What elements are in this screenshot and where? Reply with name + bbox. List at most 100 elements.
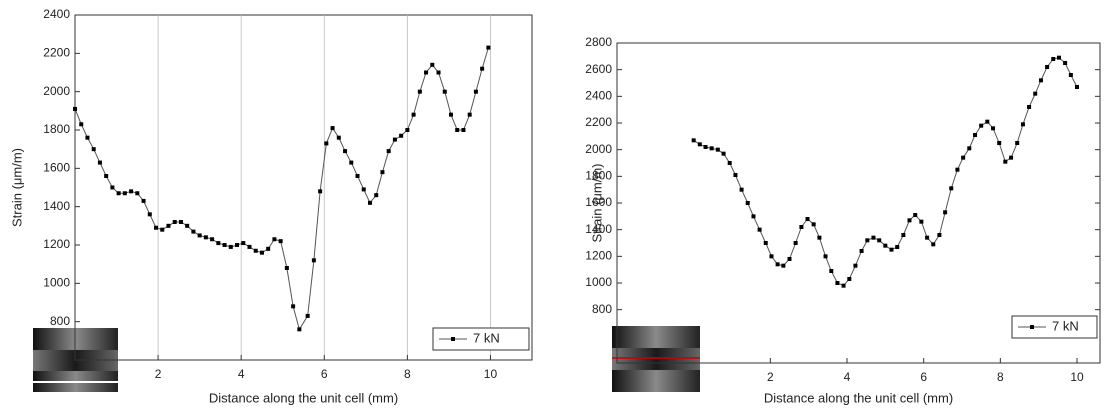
point <box>925 235 930 240</box>
point <box>79 122 84 127</box>
point <box>336 135 341 140</box>
point <box>343 149 348 154</box>
point <box>997 141 1002 145</box>
point <box>715 147 720 152</box>
point <box>330 126 335 131</box>
point <box>222 243 227 247</box>
point <box>210 237 215 242</box>
point <box>324 141 329 146</box>
point <box>727 161 732 165</box>
point <box>411 112 416 117</box>
point <box>442 89 447 94</box>
point <box>203 235 208 240</box>
point <box>405 128 410 132</box>
point <box>91 147 96 152</box>
point <box>436 70 441 75</box>
legend-box <box>432 327 530 351</box>
point <box>973 133 978 137</box>
point <box>455 128 460 132</box>
chart: 2 4 6 8 10 800 1000 1200 1400 1600 1800 2000 2200 240… <box>585 35 1101 405</box>
point <box>859 249 864 253</box>
point <box>889 247 894 252</box>
point <box>1045 65 1050 69</box>
point <box>116 191 121 196</box>
point <box>907 218 912 223</box>
point <box>166 223 171 228</box>
point <box>367 200 372 205</box>
point <box>823 254 828 259</box>
plot-area <box>74 14 533 361</box>
point <box>361 187 366 192</box>
point <box>374 193 379 198</box>
point <box>781 263 786 268</box>
legend-marker <box>1030 325 1034 329</box>
point <box>787 257 792 261</box>
point <box>877 238 882 243</box>
point <box>691 138 696 143</box>
point <box>913 213 918 217</box>
point <box>284 266 289 270</box>
point <box>235 243 240 247</box>
y-axis-title: Strain (μm/m) <box>589 164 604 243</box>
y-tick-label: 2600 <box>585 62 612 76</box>
point <box>919 219 924 224</box>
y-tick-label: 1200 <box>585 249 612 263</box>
point <box>253 248 258 253</box>
point <box>147 212 152 217</box>
point <box>486 45 491 50</box>
point <box>85 135 90 140</box>
point <box>278 239 283 244</box>
point <box>895 245 900 249</box>
y-tick-label: 2400 <box>585 89 612 103</box>
y-tick-label: 1800 <box>585 169 612 183</box>
point <box>733 173 738 177</box>
point <box>1068 73 1073 77</box>
y-tick-label: 2400 <box>43 7 70 21</box>
point <box>97 160 102 165</box>
y-axis-title: Strain (μm/m) <box>9 148 24 227</box>
plot-area <box>616 42 1101 364</box>
y-tick-label: 1200 <box>43 237 70 251</box>
point <box>73 106 77 111</box>
x-tick-label: 6 <box>321 367 328 381</box>
point <box>311 258 316 263</box>
x-axis-title: Distance along the unit cell (mm) <box>764 390 953 405</box>
point <box>871 235 876 240</box>
x-axis-title: Distance along the unit cell (mm) <box>209 390 398 405</box>
y-tick-label: 2200 <box>585 115 612 129</box>
series-line <box>74 47 489 331</box>
point <box>937 233 942 237</box>
point <box>1051 57 1056 61</box>
point <box>901 233 906 237</box>
point <box>1027 105 1032 109</box>
point <box>216 241 221 246</box>
point <box>739 187 744 192</box>
legend-box <box>1011 315 1098 339</box>
y-tick-label: 2000 <box>43 84 70 98</box>
point <box>961 155 966 160</box>
inset-image-right <box>612 326 700 392</box>
x-tick-label: 6 <box>920 370 927 384</box>
y-tick-label: 1800 <box>43 122 70 136</box>
y-tick-label: 2200 <box>43 46 70 60</box>
point <box>865 238 870 243</box>
point <box>380 170 385 175</box>
y-tick-label: 1400 <box>585 222 612 236</box>
point <box>709 146 714 151</box>
inset-image-left <box>33 328 118 392</box>
y-tick-label: 1000 <box>43 276 70 290</box>
point <box>775 262 780 267</box>
x-tick-label: 8 <box>404 367 411 381</box>
point <box>793 241 798 245</box>
x-tick-label: 2 <box>155 367 162 381</box>
x-tick-label: 8 <box>997 370 1004 384</box>
legend-marker <box>451 337 455 341</box>
y-tick-label: 1600 <box>43 161 70 175</box>
point <box>985 119 990 124</box>
point <box>745 201 750 205</box>
y-tick-label: 1600 <box>585 195 612 209</box>
point <box>228 244 233 249</box>
point <box>417 89 422 94</box>
legend: 7 kN <box>432 327 530 351</box>
